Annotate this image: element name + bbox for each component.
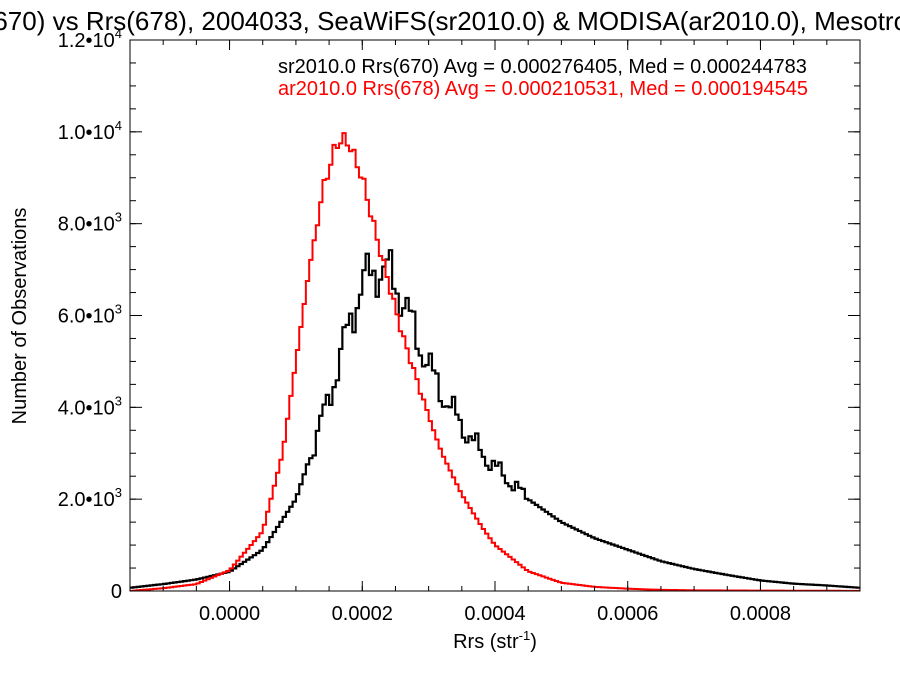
x-axis-label: Rrs (str-1) — [453, 628, 537, 653]
ticks-layer: 0.0000 0.0002 0.0004 0.0006 0.0008 0 2.0•103 4.… — [58, 26, 861, 625]
chart-title: Rrs(670) vs Rrs(678), 2004033, SeaWiFS(s… — [0, 6, 900, 36]
x-tick-label: 0.0008 — [730, 603, 791, 625]
y-tick-label: 1.0•104 — [58, 118, 122, 144]
y-tick-label: 4.0•103 — [58, 393, 122, 419]
series-sr2010-histogram — [130, 249, 860, 589]
x-axis-label-sup: -1 — [519, 628, 531, 643]
x-tick-label: 0.0002 — [332, 603, 393, 625]
x-axis-label-main: Rrs (str — [453, 631, 519, 653]
series-ar2010-histogram — [130, 132, 860, 591]
y-tick-label: 2.0•103 — [58, 485, 122, 511]
legend-entry-ar2010: ar2010.0 Rrs(678) Avg = 0.000210531, Med… — [278, 78, 808, 100]
y-tick-label: 8.0•103 — [58, 210, 122, 236]
plot-frame — [129, 39, 861, 592]
y-axis-label: Number of Observations — [9, 208, 31, 425]
x-axis-label-close: ) — [530, 631, 537, 653]
legend-entry-sr2010: sr2010.0 Rrs(670) Avg = 0.000276405, Med… — [278, 56, 807, 78]
series-layer — [130, 132, 860, 591]
y-tick-label: 6.0•103 — [58, 302, 122, 328]
x-tick-label: 0.0004 — [464, 603, 525, 625]
y-tick-label: 1.2•104 — [58, 26, 122, 52]
x-tick-label: 0.0000 — [199, 603, 260, 625]
x-tick-label: 0.0006 — [597, 603, 658, 625]
y-tick-label: 0 — [111, 581, 122, 603]
